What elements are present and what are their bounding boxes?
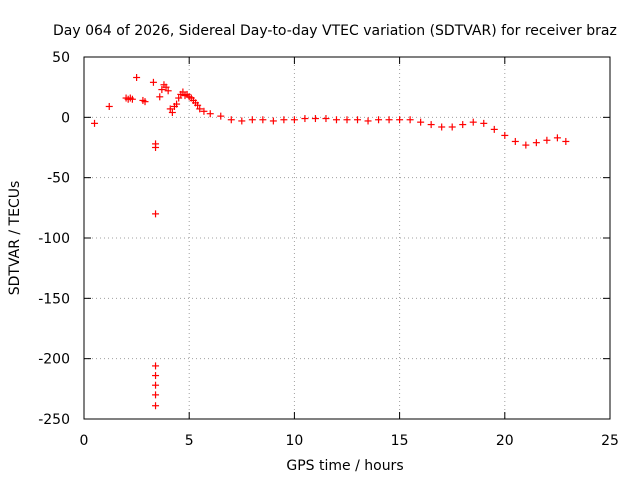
data-point [133, 74, 141, 82]
data-point [175, 94, 183, 102]
data-point [259, 116, 267, 124]
data-point [532, 139, 540, 147]
data-point [238, 117, 246, 125]
y-axis-label: SDTVAR / TECUs [7, 181, 23, 296]
data-point [152, 144, 160, 151]
data-point [269, 117, 277, 125]
data-point [375, 116, 383, 124]
data-point [553, 134, 561, 142]
data-point [290, 116, 298, 124]
data-point [128, 95, 136, 103]
y-tick-label: 50 [52, 50, 70, 66]
data-point [152, 372, 160, 380]
data-point [152, 210, 160, 218]
x-tick-label: 5 [185, 433, 194, 449]
data-point [206, 110, 214, 118]
y-tick-label: -100 [38, 231, 70, 247]
y-tick-label: -250 [38, 412, 70, 428]
data-point [354, 116, 362, 124]
tick-labels: 0 5 10 15 20 25 50 0 -50 -100 -150 -200 -250 [38, 50, 619, 449]
data-point [152, 362, 160, 370]
data-point [343, 116, 351, 124]
data-point [417, 118, 425, 126]
data-point [522, 141, 530, 149]
x-tick-label: 15 [391, 433, 409, 449]
data-point [364, 117, 372, 125]
data-point [543, 136, 551, 144]
data-point [311, 115, 319, 123]
data-point [168, 109, 176, 117]
data-point [490, 125, 498, 133]
data-point [166, 105, 174, 113]
data-point [105, 102, 113, 110]
data-point [164, 87, 172, 95]
x-tick-label: 10 [285, 433, 303, 449]
data-point [459, 121, 467, 129]
x-tick-label: 25 [601, 433, 619, 449]
data-point [301, 115, 309, 123]
data-point [469, 118, 477, 126]
chart-title: Day 064 of 2026, Sidereal Day-to-day VTE… [53, 23, 617, 39]
data-point [149, 78, 157, 86]
data-point [385, 116, 393, 124]
y-tick-label: 0 [61, 110, 70, 126]
data-point [448, 123, 456, 131]
data-point [438, 123, 446, 131]
data-point [152, 402, 160, 410]
data-point [200, 107, 208, 115]
data-point [196, 105, 204, 113]
data-point [156, 93, 164, 101]
data-point [501, 131, 509, 139]
data-point [158, 86, 166, 94]
data-point [248, 116, 256, 124]
data-point [173, 100, 181, 108]
y-tick-label: -200 [38, 352, 70, 368]
data-point [227, 116, 235, 124]
y-tick-label: -150 [38, 291, 70, 307]
data-point [179, 88, 187, 96]
data-point [162, 83, 170, 91]
data-point [280, 116, 288, 124]
data-point [562, 137, 570, 145]
data-point [217, 112, 225, 120]
x-axis-label: GPS time / hours [286, 458, 403, 474]
data-point [152, 391, 160, 399]
data-point [194, 101, 202, 109]
data-point [322, 115, 330, 123]
axes [83, 56, 611, 420]
data-point [406, 116, 414, 124]
data-point [141, 98, 149, 106]
data-point [427, 121, 435, 129]
data-point [480, 119, 488, 127]
data-point [152, 381, 160, 389]
x-tick-label: 0 [80, 433, 89, 449]
y-tick-label: -50 [47, 171, 70, 187]
data-points [91, 74, 570, 410]
x-tick-label: 20 [496, 433, 514, 449]
data-point [91, 119, 99, 127]
data-point [396, 116, 404, 124]
data-point [511, 137, 519, 145]
data-point [332, 116, 340, 124]
